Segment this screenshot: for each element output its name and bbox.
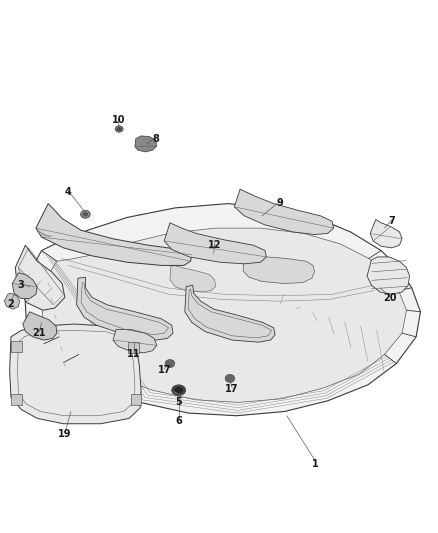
Text: 17: 17	[158, 366, 171, 375]
Text: 10: 10	[112, 115, 125, 125]
Text: 11: 11	[127, 350, 140, 359]
Polygon shape	[370, 220, 402, 248]
Text: 12: 12	[208, 240, 221, 250]
Ellipse shape	[172, 385, 186, 395]
Text: 5: 5	[175, 398, 182, 407]
Polygon shape	[11, 341, 22, 352]
Polygon shape	[36, 204, 192, 265]
Text: 4: 4	[64, 187, 71, 197]
Polygon shape	[10, 324, 141, 424]
Text: 20: 20	[383, 294, 396, 303]
Ellipse shape	[81, 211, 90, 219]
Text: 9: 9	[277, 198, 284, 207]
Polygon shape	[77, 277, 173, 340]
Text: 7: 7	[389, 216, 396, 226]
Ellipse shape	[115, 126, 123, 132]
Text: 2: 2	[7, 299, 14, 309]
Polygon shape	[185, 285, 275, 342]
Polygon shape	[15, 245, 65, 310]
Polygon shape	[40, 228, 406, 402]
Polygon shape	[135, 136, 157, 152]
Polygon shape	[131, 394, 141, 405]
Text: 6: 6	[175, 416, 182, 426]
Polygon shape	[113, 329, 157, 353]
Polygon shape	[170, 265, 215, 292]
Ellipse shape	[165, 359, 175, 368]
Text: 19: 19	[58, 430, 71, 439]
Polygon shape	[234, 189, 334, 235]
Polygon shape	[4, 293, 20, 309]
Ellipse shape	[117, 127, 121, 131]
Text: 8: 8	[152, 134, 159, 143]
Polygon shape	[243, 256, 314, 284]
Text: 17: 17	[226, 384, 239, 394]
Polygon shape	[164, 223, 266, 264]
Text: 3: 3	[18, 280, 25, 290]
Polygon shape	[23, 312, 57, 340]
Polygon shape	[12, 273, 37, 298]
Polygon shape	[24, 204, 420, 416]
Text: 1: 1	[312, 459, 319, 469]
Ellipse shape	[225, 374, 235, 383]
Polygon shape	[128, 342, 139, 353]
Polygon shape	[367, 257, 410, 294]
Ellipse shape	[83, 212, 88, 216]
Ellipse shape	[174, 387, 183, 393]
Text: 21: 21	[33, 328, 46, 338]
Polygon shape	[11, 394, 22, 405]
